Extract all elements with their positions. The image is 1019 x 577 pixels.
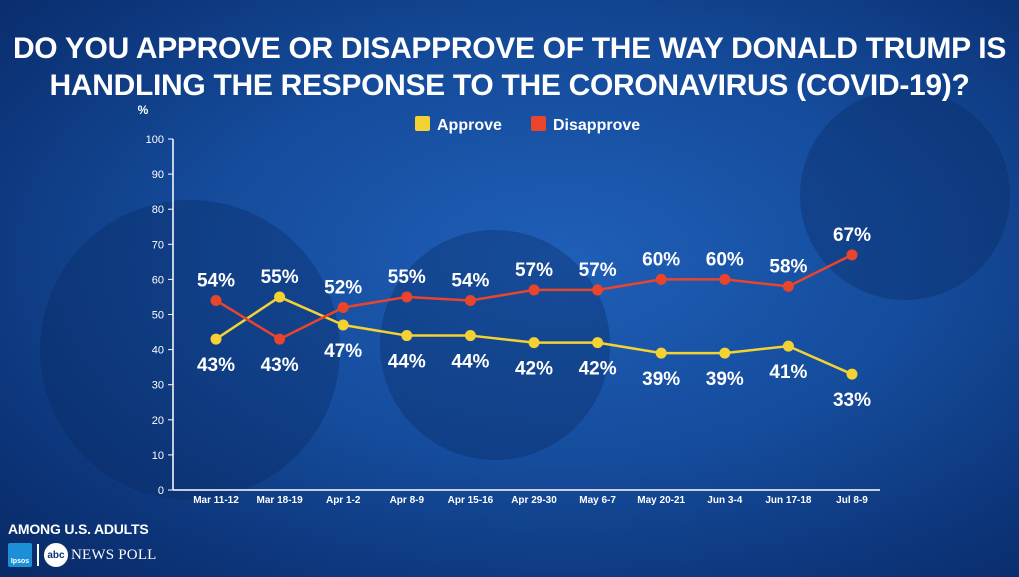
- logo-divider: [37, 544, 39, 566]
- x-tick-label: May 20-21: [637, 495, 685, 506]
- data-point-disapprove: [719, 273, 731, 285]
- data-point-approve: [337, 319, 349, 331]
- legend-label-approve: Approve: [437, 117, 502, 134]
- data-label-disapprove: 67%: [833, 225, 871, 246]
- data-label-approve: 43%: [197, 355, 235, 376]
- data-label-disapprove: 57%: [579, 260, 617, 281]
- y-tick-label: 80: [152, 204, 164, 216]
- y-tick-label: 40: [152, 345, 164, 357]
- x-tick-label: Jul 8-9: [836, 495, 868, 506]
- chart-title: DO YOU APPROVE OR DISAPPROVE OF THE WAY …: [0, 30, 1019, 104]
- y-axis-unit-label: %: [138, 103, 149, 117]
- y-tick-label: 100: [146, 134, 164, 146]
- x-tick-label: May 6-7: [579, 495, 616, 506]
- data-label-disapprove: 58%: [769, 256, 807, 277]
- data-point-disapprove: [274, 333, 286, 345]
- x-tick-label: Apr 1-2: [326, 495, 361, 506]
- data-point-disapprove: [401, 291, 413, 303]
- data-label-approve: 47%: [324, 341, 362, 362]
- data-label-disapprove: 52%: [324, 277, 362, 298]
- data-point-approve: [274, 291, 286, 303]
- data-label-approve: 33%: [833, 390, 871, 411]
- data-label-approve: 55%: [261, 267, 299, 288]
- data-label-disapprove: 60%: [706, 249, 744, 270]
- y-tick-label: 0: [158, 485, 164, 497]
- data-point-disapprove: [592, 284, 604, 296]
- abc-logo-icon: abc: [44, 543, 68, 567]
- data-label-approve: 42%: [579, 359, 617, 380]
- data-point-disapprove: [846, 249, 858, 261]
- data-label-approve: 39%: [706, 369, 744, 390]
- data-point-approve: [655, 347, 667, 359]
- chart-title-line-2: HANDLING THE RESPONSE TO THE CORONAVIRUS…: [49, 69, 970, 102]
- data-label-disapprove: 54%: [451, 270, 489, 291]
- data-point-approve: [782, 340, 794, 352]
- data-point-approve: [464, 330, 476, 342]
- x-tick-label: Mar 18-19: [257, 495, 304, 506]
- data-point-approve: [401, 330, 413, 342]
- y-tick-label: 90: [152, 169, 164, 181]
- y-tick-label: 10: [152, 450, 164, 462]
- data-point-approve: [719, 347, 731, 359]
- data-label-disapprove: 55%: [388, 267, 426, 288]
- x-tick-label: Jun 3-4: [707, 495, 742, 506]
- data-point-disapprove: [528, 284, 540, 296]
- data-point-approve: [592, 337, 604, 349]
- data-point-disapprove: [464, 294, 476, 306]
- legend-label-disapprove: Disapprove: [553, 117, 640, 134]
- y-tick-label: 20: [152, 415, 164, 427]
- x-tick-label: Apr 15-16: [448, 495, 494, 506]
- ipsos-logo-icon: Ipsos: [8, 543, 32, 567]
- data-label-disapprove: 54%: [197, 270, 235, 291]
- data-point-disapprove: [210, 294, 222, 306]
- data-label-approve: 44%: [451, 352, 489, 373]
- data-label-disapprove: 43%: [261, 355, 299, 376]
- x-tick-label: Jun 17-18: [765, 495, 812, 506]
- legend-swatch-approve: [415, 116, 430, 131]
- y-tick-label: 30: [152, 380, 164, 392]
- background-shape: [40, 200, 340, 500]
- data-point-disapprove: [782, 280, 794, 292]
- data-point-approve: [846, 368, 858, 380]
- y-tick-label: 50: [152, 310, 164, 322]
- data-label-disapprove: 60%: [642, 249, 680, 270]
- y-tick-label: 70: [152, 239, 164, 251]
- data-label-approve: 41%: [769, 362, 807, 383]
- data-label-approve: 39%: [642, 369, 680, 390]
- data-point-disapprove: [337, 301, 349, 313]
- population-label: AMONG U.S. ADULTS: [8, 521, 149, 537]
- background-shape: [380, 230, 610, 460]
- chart-title-line-1: DO YOU APPROVE OR DISAPPROVE OF THE WAY …: [12, 32, 1007, 65]
- data-point-approve: [528, 337, 540, 349]
- x-tick-label: Apr 29-30: [511, 495, 557, 506]
- x-tick-label: Mar 11-12: [193, 495, 239, 506]
- data-label-disapprove: 57%: [515, 260, 553, 281]
- brand-logos: Ipsos abc NEWS POLL: [8, 541, 157, 569]
- legend-swatch-disapprove: [531, 116, 546, 131]
- x-tick-label: Apr 8-9: [390, 495, 425, 506]
- data-point-approve: [210, 333, 222, 345]
- data-label-approve: 42%: [515, 359, 553, 380]
- data-label-approve: 44%: [388, 352, 426, 373]
- data-point-disapprove: [655, 273, 667, 285]
- y-tick-label: 60: [152, 274, 164, 286]
- background-shape: [800, 90, 1010, 300]
- news-poll-label: NEWS POLL: [71, 546, 157, 563]
